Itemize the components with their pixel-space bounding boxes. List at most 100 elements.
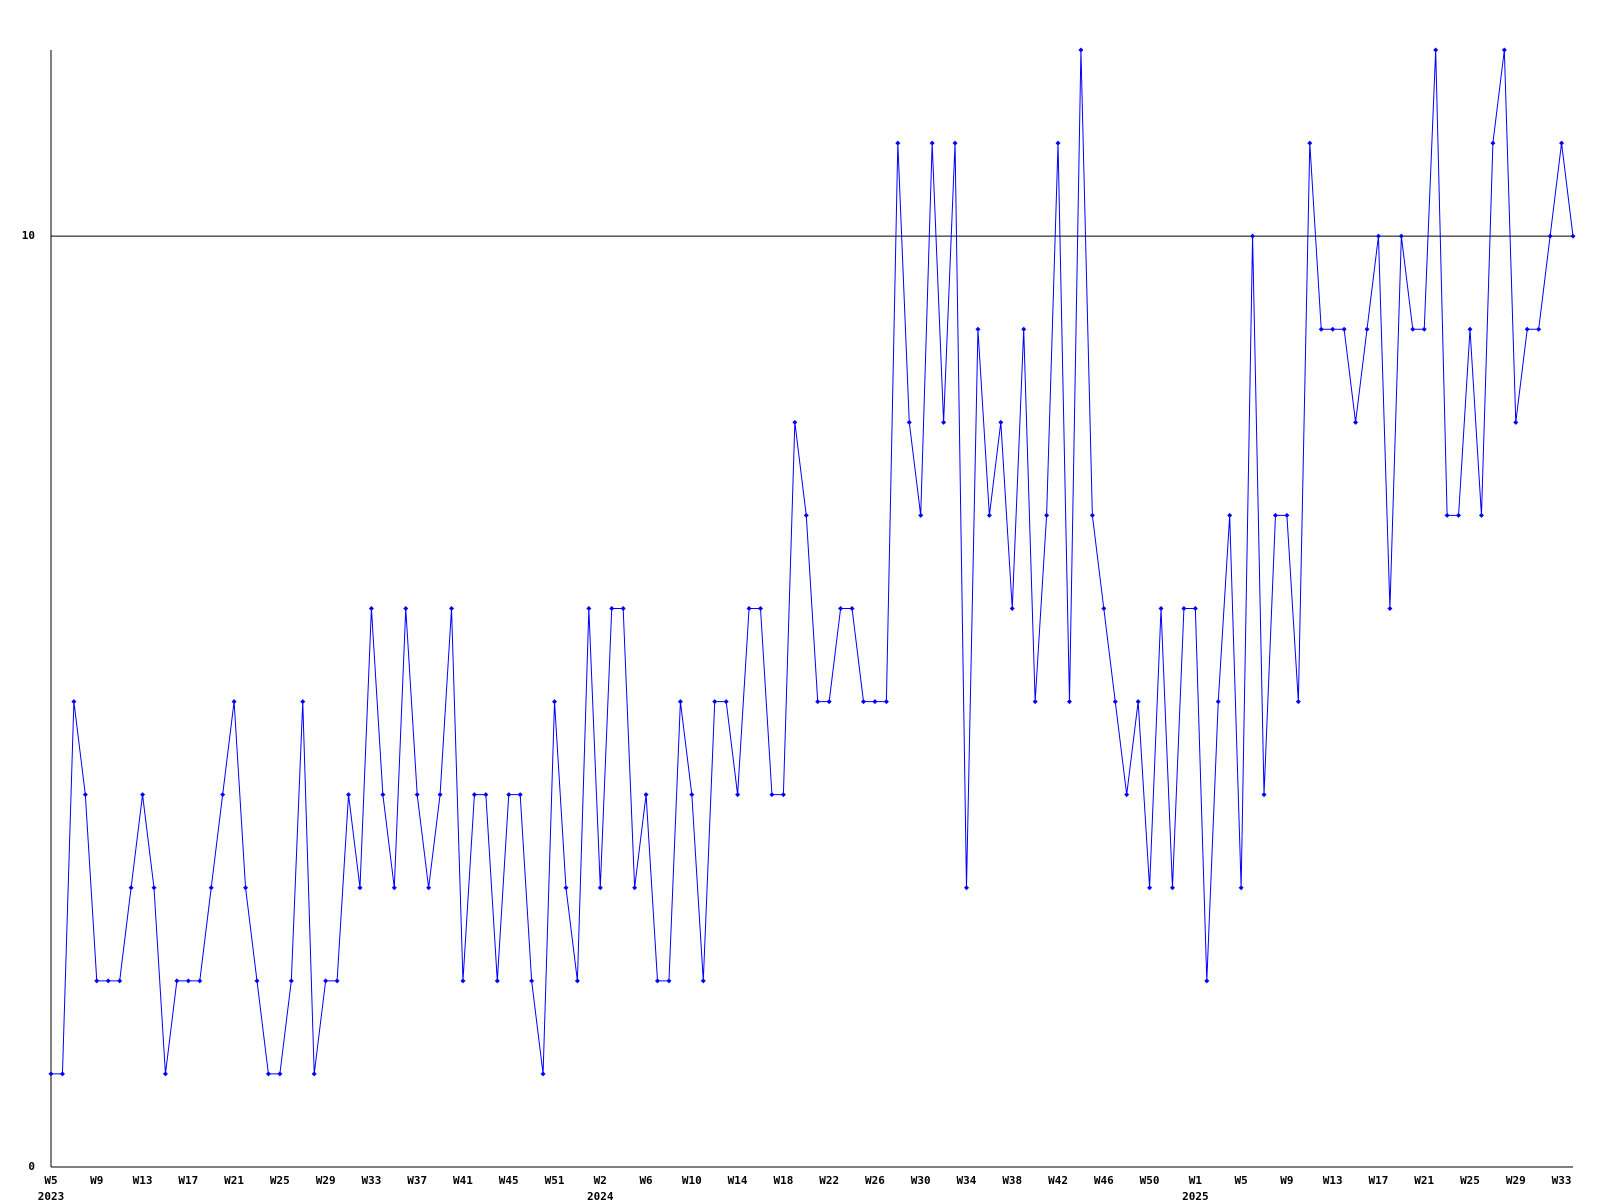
x-tick-label: W25 [270,1174,290,1187]
point [1192,606,1198,611]
point [254,978,260,984]
point [1101,606,1107,611]
point [632,885,638,891]
point [1467,326,1473,332]
point [449,606,455,611]
x-tick-label: W21 [224,1174,244,1187]
point [357,885,363,891]
point [1272,512,1278,518]
point [437,792,443,798]
point [243,885,249,891]
point [792,419,798,425]
point [689,792,695,798]
point [48,1071,54,1077]
x-tick-label: W41 [453,1174,473,1187]
point [1444,512,1450,518]
y-tick-label: 10 [22,229,35,242]
point [105,978,111,984]
point [494,978,500,984]
point [815,699,821,705]
point [334,978,340,984]
point [1433,47,1439,53]
point [517,792,523,798]
point [735,792,741,798]
point [368,606,374,611]
x-tick-label: W9 [90,1174,103,1187]
point [643,792,649,798]
x-tick-label: W25 [1460,1174,1480,1187]
point [655,978,661,984]
point [140,792,146,798]
x-tick-label: W42 [1048,1174,1068,1187]
point [746,606,752,611]
point [1215,699,1221,705]
x-tick-label: W10 [682,1174,702,1187]
point [82,792,88,798]
point [471,792,477,798]
point [1387,606,1393,611]
x-tick-label: W33 [1552,1174,1572,1187]
point [758,606,764,611]
point [1021,326,1027,332]
point [1158,606,1164,611]
point [1421,326,1427,332]
x-tick-label: W45 [499,1174,519,1187]
point [59,1071,65,1077]
point [1330,326,1336,332]
point [1261,792,1267,798]
x-tick-label: W26 [865,1174,885,1187]
point [1524,326,1530,332]
x-tick-label: W6 [639,1174,653,1187]
point [1570,233,1576,239]
point [712,699,718,705]
point [975,326,981,332]
point [677,699,683,705]
point [1009,606,1015,611]
point [1227,512,1233,518]
point [1536,326,1542,332]
point [529,978,535,984]
point [1078,47,1084,53]
point [94,978,100,984]
point [380,792,386,798]
x-tick-label: W37 [407,1174,427,1187]
point [277,1071,283,1077]
point [185,978,191,984]
x-tick-label: W5 [44,1174,57,1187]
x-tick-label: W22 [819,1174,839,1187]
y-tick-label: 0 [28,1160,35,1173]
point [1364,326,1370,332]
point [1169,885,1175,891]
point [323,978,329,984]
x-tick-label: W9 [1280,1174,1293,1187]
point [506,792,512,798]
point [391,885,397,891]
point [1375,233,1381,239]
point [1547,233,1553,239]
point [174,978,180,984]
point [563,885,569,891]
x-tick-label: W30 [911,1174,931,1187]
point [1490,140,1496,146]
point [849,606,855,611]
point [895,140,901,146]
point [1353,419,1359,425]
x-tick-label: W17 [1369,1174,1389,1187]
x-tick-label: W50 [1140,1174,1160,1187]
point [117,978,123,984]
point [1410,326,1416,332]
point [1066,699,1072,705]
year-label: 2025 [1182,1190,1209,1200]
point [986,512,992,518]
year-label: 2024 [587,1190,614,1200]
point [288,978,294,984]
point [1089,512,1095,518]
point [1044,512,1050,518]
point [540,1071,546,1077]
point [460,978,466,984]
point [998,419,1004,425]
point [1478,512,1484,518]
point [1341,326,1347,332]
